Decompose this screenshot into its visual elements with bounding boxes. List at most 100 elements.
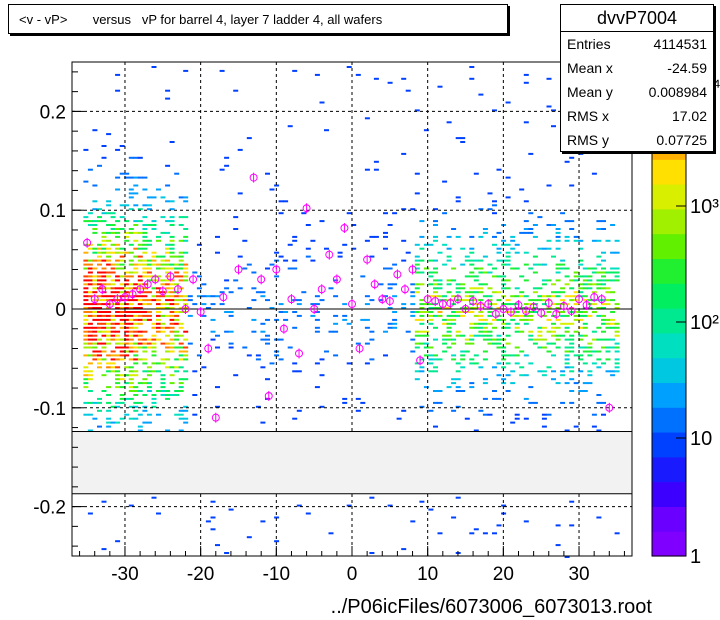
heatmap-cell bbox=[605, 346, 611, 349]
x-tick-label: -20 bbox=[187, 564, 214, 585]
profile-point bbox=[537, 308, 546, 317]
heatmap-cell bbox=[115, 231, 121, 234]
heatmap-cell bbox=[564, 283, 570, 286]
heatmap-cell bbox=[451, 295, 457, 298]
heatmap-cell bbox=[219, 291, 225, 294]
heatmap-cell bbox=[537, 334, 543, 337]
heatmap-cell bbox=[119, 267, 125, 270]
heatmap-cell bbox=[433, 326, 438, 329]
heatmap-cell bbox=[156, 267, 161, 270]
heatmap-cell bbox=[142, 243, 148, 246]
heatmap-cell bbox=[110, 251, 116, 254]
heatmap-cell bbox=[469, 275, 475, 278]
heatmap-cell bbox=[106, 394, 112, 396]
heatmap-cell bbox=[151, 259, 157, 262]
heatmap-cell bbox=[587, 382, 593, 385]
heatmap-cell bbox=[251, 299, 257, 302]
heatmap-cell bbox=[183, 299, 189, 302]
heatmap-cell bbox=[124, 239, 130, 242]
stats-label: RMS y bbox=[567, 132, 609, 148]
heatmap-cell bbox=[523, 279, 529, 282]
heatmap-cell bbox=[487, 192, 493, 195]
heatmap-cell bbox=[83, 243, 89, 246]
heatmap-cell bbox=[478, 409, 484, 412]
heatmap-cell bbox=[133, 267, 139, 270]
heatmap-cell bbox=[569, 500, 575, 503]
heatmap-cell bbox=[269, 263, 275, 266]
heatmap-cell bbox=[146, 366, 152, 369]
heatmap-cell bbox=[124, 314, 130, 317]
heatmap-cell bbox=[492, 303, 497, 306]
heatmap-cell bbox=[128, 330, 134, 333]
heatmap-cell bbox=[115, 314, 121, 317]
heatmap-cell bbox=[587, 374, 593, 377]
heatmap-cell bbox=[387, 307, 393, 309]
colorbar-swatch bbox=[652, 481, 686, 507]
heatmap-cell bbox=[133, 271, 139, 274]
heatmap-cell bbox=[151, 334, 157, 337]
heatmap-cell bbox=[510, 311, 516, 313]
heatmap-cell bbox=[137, 263, 143, 266]
heatmap-cell bbox=[83, 413, 89, 416]
heatmap-cell bbox=[396, 417, 402, 420]
heatmap-cell bbox=[87, 322, 93, 325]
heatmap-cell bbox=[110, 216, 116, 219]
heatmap-cell bbox=[178, 417, 184, 420]
heatmap-cell bbox=[115, 89, 121, 92]
heatmap-cell bbox=[601, 283, 606, 286]
heatmap-cell bbox=[591, 338, 597, 341]
heatmap-cell bbox=[601, 251, 606, 254]
heatmap-cell bbox=[478, 318, 484, 321]
profile-point bbox=[120, 293, 129, 302]
heatmap-cell bbox=[419, 259, 425, 262]
heatmap-cell bbox=[119, 374, 125, 377]
heatmap-cell bbox=[83, 326, 89, 329]
heatmap-cell bbox=[110, 224, 116, 226]
heatmap-cell bbox=[137, 176, 143, 179]
heatmap-cell bbox=[151, 196, 157, 199]
heatmap-cell bbox=[514, 362, 520, 365]
heatmap-cell bbox=[97, 259, 102, 262]
heatmap-cell bbox=[296, 409, 302, 412]
colorbar-swatch bbox=[652, 184, 686, 210]
heatmap-cell bbox=[128, 263, 134, 266]
heatmap-cell bbox=[514, 287, 520, 290]
heatmap-cell bbox=[555, 228, 561, 230]
heatmap-cell bbox=[455, 362, 461, 365]
heatmap-cell bbox=[605, 239, 611, 242]
heatmap-cell bbox=[492, 318, 497, 321]
heatmap-cell bbox=[187, 295, 193, 298]
heatmap-cell bbox=[133, 299, 139, 302]
heatmap-cell bbox=[582, 267, 588, 270]
heatmap-cell bbox=[564, 346, 570, 349]
heatmap-cell bbox=[137, 307, 143, 309]
heatmap-cell bbox=[165, 220, 171, 223]
heatmap-cell bbox=[174, 255, 180, 258]
heatmap-cell bbox=[101, 334, 107, 337]
heatmap-cell bbox=[101, 235, 107, 238]
heatmap-cell bbox=[578, 358, 584, 361]
heatmap-cell bbox=[142, 251, 148, 254]
heatmap-cell bbox=[142, 405, 148, 408]
stats-value: 0.07725 bbox=[656, 132, 707, 148]
heatmap-cell bbox=[355, 342, 361, 345]
heatmap-cell bbox=[610, 346, 616, 349]
heatmap-cell bbox=[587, 350, 593, 353]
heatmap-cell bbox=[605, 326, 611, 329]
heatmap-cell bbox=[119, 172, 125, 175]
heatmap-cell bbox=[196, 287, 202, 290]
heatmap-cell bbox=[83, 354, 89, 357]
heatmap-cell bbox=[455, 370, 461, 373]
heatmap-cell bbox=[505, 326, 511, 329]
heatmap-cell bbox=[401, 152, 407, 155]
heatmap-cell bbox=[106, 334, 112, 337]
heatmap-cell bbox=[165, 303, 171, 306]
heatmap-cell bbox=[446, 235, 452, 238]
heatmap-cell bbox=[455, 287, 461, 290]
heatmap-cell bbox=[510, 318, 516, 321]
heatmap-cell bbox=[124, 342, 130, 345]
heatmap-cell bbox=[541, 299, 547, 302]
heatmap-cell bbox=[505, 196, 511, 199]
heatmap-cell bbox=[464, 291, 470, 294]
heatmap-cell bbox=[224, 164, 230, 167]
